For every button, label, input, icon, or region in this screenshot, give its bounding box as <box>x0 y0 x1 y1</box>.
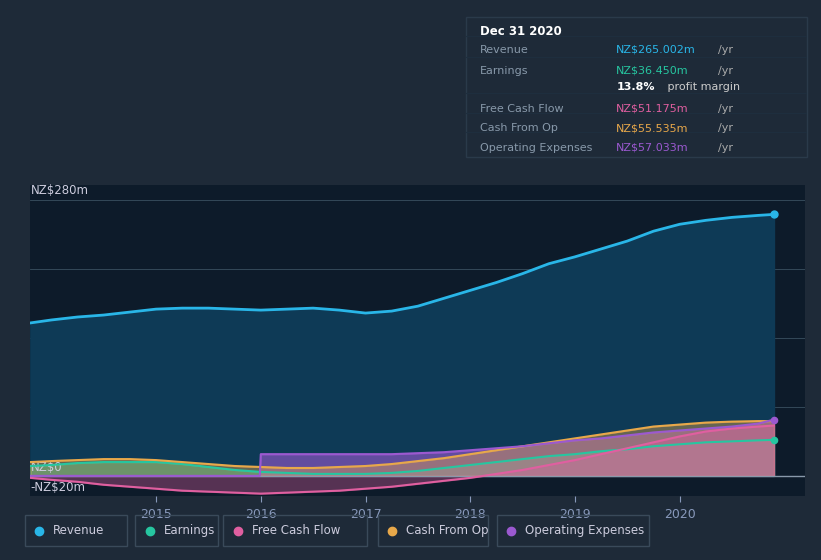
Text: Cash From Op: Cash From Op <box>406 524 488 537</box>
Text: profit margin: profit margin <box>664 82 740 92</box>
Text: NZ$280m: NZ$280m <box>30 184 89 197</box>
Text: NZ$36.450m: NZ$36.450m <box>617 66 689 76</box>
Text: -NZ$20m: -NZ$20m <box>30 480 85 493</box>
Text: NZ$55.535m: NZ$55.535m <box>617 123 689 133</box>
Bar <box>135 515 218 546</box>
Point <box>768 435 781 444</box>
Bar <box>378 515 488 546</box>
Point <box>768 210 781 219</box>
Text: Free Cash Flow: Free Cash Flow <box>480 104 563 114</box>
Text: Free Cash Flow: Free Cash Flow <box>252 524 341 537</box>
Text: Earnings: Earnings <box>164 524 216 537</box>
Text: NZ$57.033m: NZ$57.033m <box>617 143 689 153</box>
Bar <box>25 515 127 546</box>
Text: /yr: /yr <box>718 143 733 153</box>
Point <box>768 415 781 424</box>
Text: Revenue: Revenue <box>53 524 105 537</box>
Text: Cash From Op: Cash From Op <box>480 123 557 133</box>
Text: Operating Expenses: Operating Expenses <box>525 524 644 537</box>
Text: /yr: /yr <box>718 123 733 133</box>
Text: NZ$265.002m: NZ$265.002m <box>617 45 696 55</box>
Text: NZ$51.175m: NZ$51.175m <box>617 104 689 114</box>
Text: 13.8%: 13.8% <box>617 82 654 92</box>
Bar <box>497 515 649 546</box>
Text: /yr: /yr <box>718 66 733 76</box>
Text: Operating Expenses: Operating Expenses <box>480 143 592 153</box>
Text: Dec 31 2020: Dec 31 2020 <box>480 25 562 38</box>
Text: NZ$0: NZ$0 <box>30 461 62 474</box>
Text: Revenue: Revenue <box>480 45 529 55</box>
Text: /yr: /yr <box>718 45 733 55</box>
Text: Earnings: Earnings <box>480 66 529 76</box>
Text: /yr: /yr <box>718 104 733 114</box>
Bar <box>223 515 367 546</box>
